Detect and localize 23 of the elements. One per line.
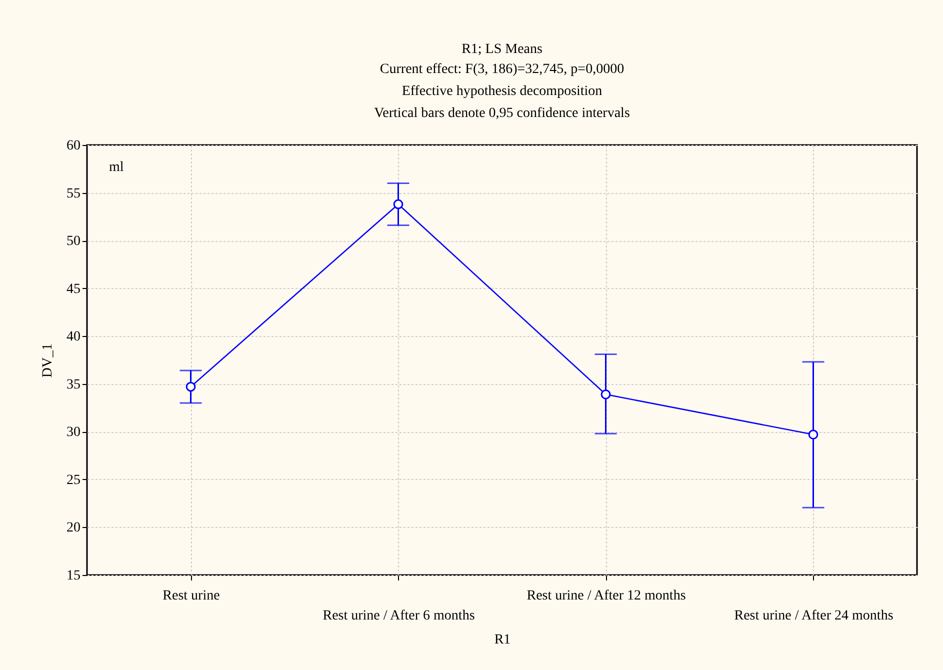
y-axis-title: DV_1 (40, 343, 56, 378)
x-tick-label: Rest urine / After 12 months (526, 588, 686, 604)
y-tick-label: 30 (66, 425, 80, 440)
y-tick-label: 55 (66, 186, 80, 202)
point (186, 382, 196, 392)
point (600, 389, 611, 400)
chart-subtitle: Current effect: F(3, 186)=32,745, p=0,0000 Effective hypothesis decomposition Vertical bars denote 0,95 confidence intervals (374, 62, 630, 121)
point (393, 199, 404, 210)
x-tick-label: Rest urine (162, 588, 220, 604)
y-tick-label: 50 (66, 234, 80, 250)
chart-title: R1; LS Means (462, 42, 542, 57)
annotation: ml (109, 160, 124, 175)
y-tick-label: 60 (66, 138, 80, 154)
y-tick-label: 45 (66, 282, 80, 297)
y-tick-label: 25 (66, 472, 80, 488)
x-tick-label: Rest urine / After 6 months (322, 608, 475, 624)
point (808, 430, 818, 440)
y-tick-label: 40 (66, 330, 80, 345)
x-tick-label: Rest urine / After 24 months (734, 608, 894, 624)
x-axis-title: R1 (494, 632, 511, 648)
y-tick-label: 15 (66, 568, 80, 584)
y-tick-label: 35 (66, 377, 80, 392)
y-tick-label: 20 (66, 520, 80, 536)
